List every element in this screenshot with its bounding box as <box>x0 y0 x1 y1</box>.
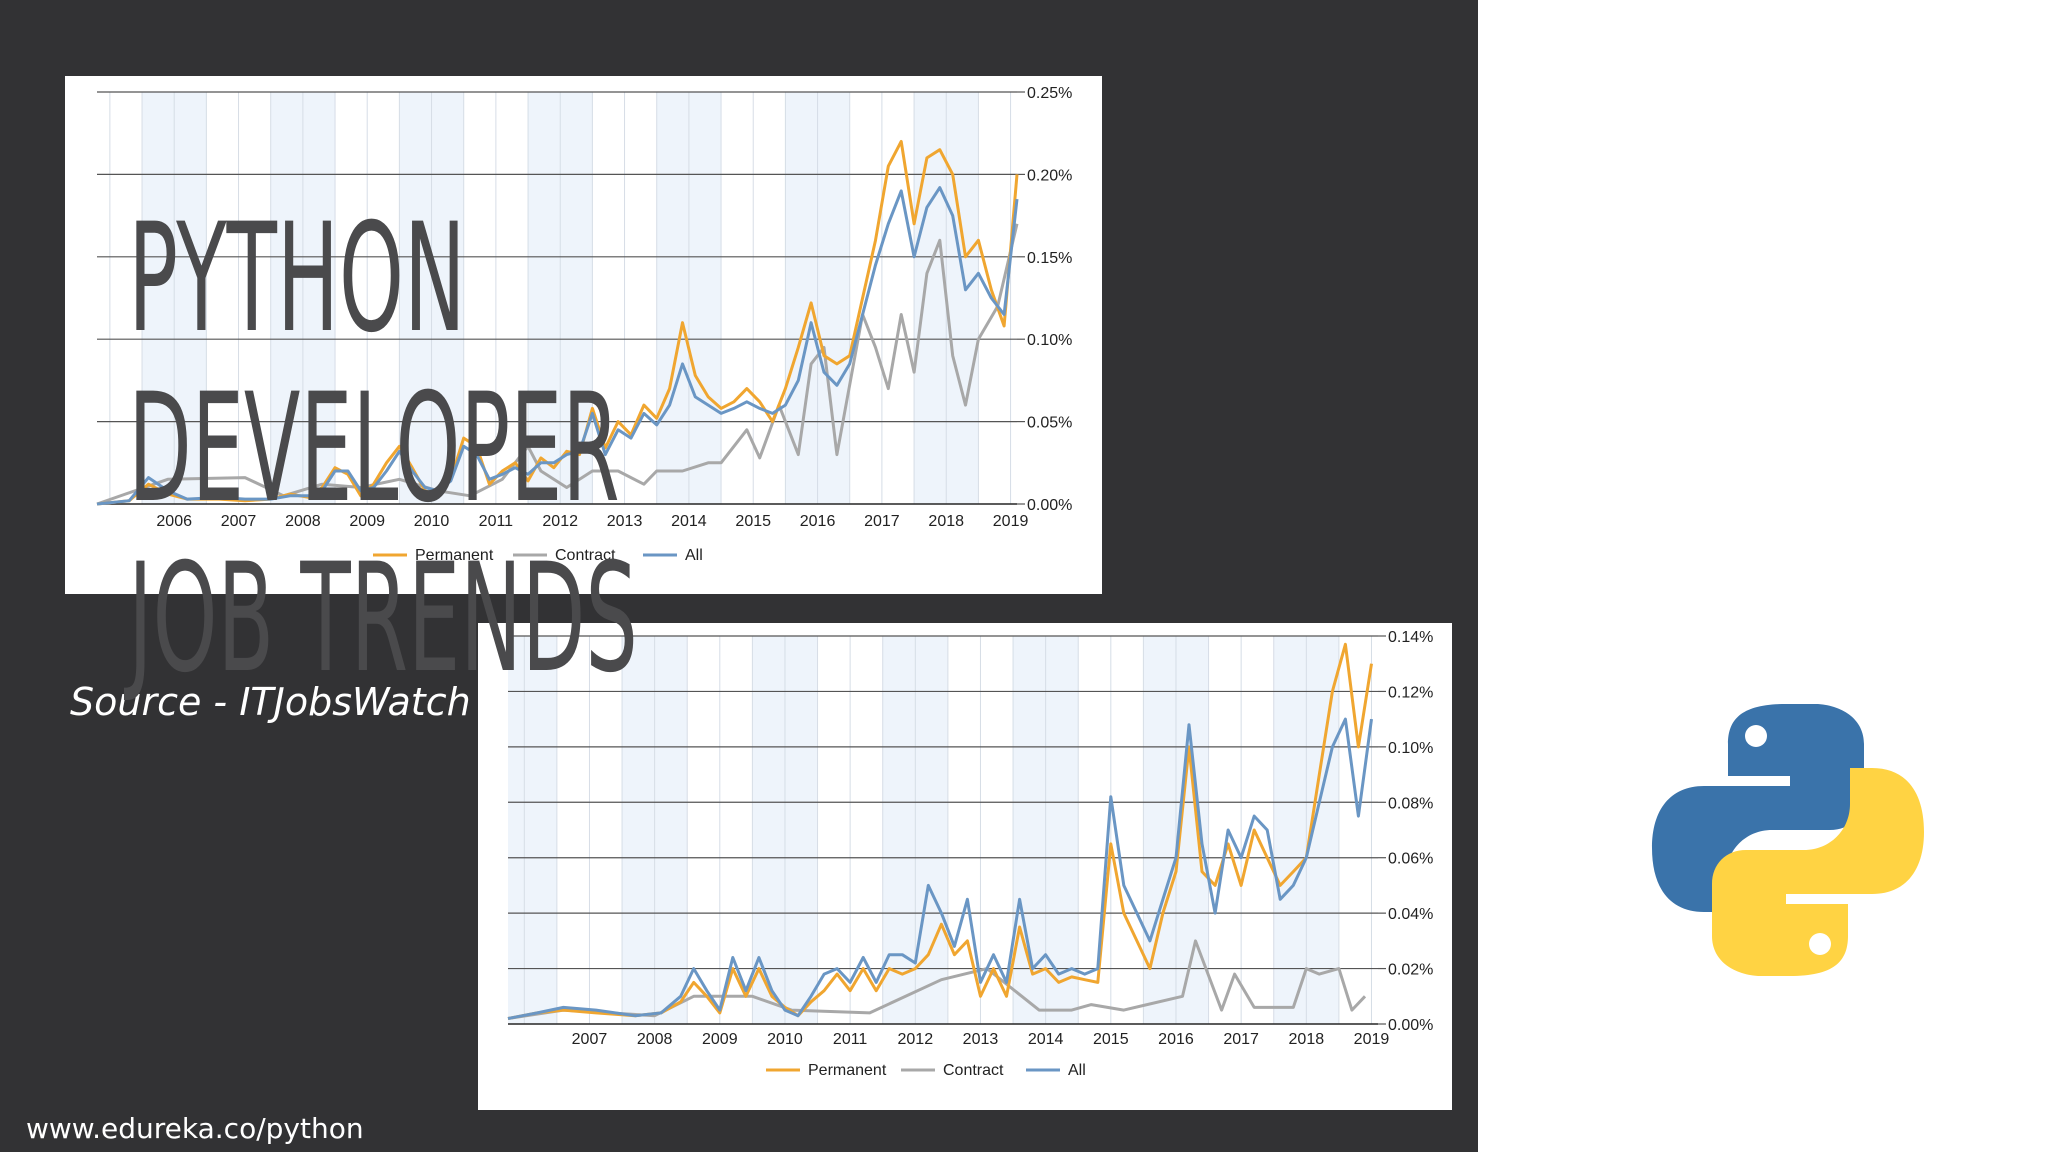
x-tick-label: 2013 <box>607 513 643 530</box>
legend-label-all: All <box>1068 1062 1086 1079</box>
x-tick-label: 2009 <box>349 513 385 530</box>
title-line-job-trends: JOB TRENDS <box>128 532 638 706</box>
grid-group <box>97 91 1025 505</box>
x-tick-label: 2016 <box>800 513 836 530</box>
source-label: Source - ITJobsWatch <box>70 680 471 724</box>
x-tick-label: 2008 <box>285 513 321 530</box>
x-tick-label: 2013 <box>963 1031 999 1048</box>
x-tick-label: 2019 <box>993 513 1029 530</box>
x-tick-label: 2017 <box>864 513 900 530</box>
x-tick-label: 2015 <box>735 513 771 530</box>
python-logo-icon <box>1652 704 1924 976</box>
y-tick-label: 0.04% <box>1388 906 1433 923</box>
y-tick-label: 0.12% <box>1388 684 1433 701</box>
x-tick-label: 2011 <box>479 513 514 530</box>
title-line-python: PYTHON <box>128 192 466 366</box>
site-url[interactable]: www.edureka.co/python <box>26 1112 364 1145</box>
year-band <box>508 636 557 1024</box>
y-tick-label: 0.08% <box>1388 795 1433 812</box>
x-tick-label: 2009 <box>702 1031 738 1048</box>
chart-svg-2: 0.00% 0.02% 0.04% 0.06% 0.08% 0.10% 0.12% 0.14%… <box>507 629 1433 1079</box>
x-tick-label: 2016 <box>1158 1031 1194 1048</box>
legend-label-all: All <box>685 547 703 564</box>
series-line-permanent <box>96 139 1019 506</box>
x-tick-label: 2015 <box>1093 1031 1129 1048</box>
x-tick-label: 2010 <box>414 513 450 530</box>
chart-permanent-contract-all-2: 0.00% 0.02% 0.04% 0.06% 0.08% 0.10% 0.12% 0.14%… <box>478 623 1452 1110</box>
x-tick-label: 2018 <box>1289 1031 1325 1048</box>
chart-svg-1: 0.00% 0.05% 0.10% 0.15% 0.20% 0.25% 2006 2007 20… <box>96 85 1072 564</box>
x-tick-label: 2011 <box>833 1031 868 1048</box>
chart-permanent-contract-all-1: 0.00% 0.05% 0.10% 0.15% 0.20% 0.25% 2006 2007 20… <box>65 76 1102 594</box>
x-tick-label: 2012 <box>542 513 578 530</box>
series-line-contract <box>507 939 1367 1020</box>
series-line-all <box>96 186 1019 506</box>
legend-label-permanent: Permanent <box>808 1062 887 1079</box>
y-tick-label: 0.02% <box>1388 962 1433 979</box>
y-tick-label: 0.10% <box>1027 332 1072 349</box>
y-tick-label: 0.15% <box>1027 250 1072 267</box>
x-tick-label: 2006 <box>156 513 192 530</box>
x-tick-label: 2008 <box>637 1031 673 1048</box>
series-line-permanent <box>507 642 1373 1020</box>
y-tick-label: 0.00% <box>1027 497 1072 514</box>
x-tick-label: 2014 <box>671 513 707 530</box>
legend-label-permanent: Permanent <box>415 547 494 564</box>
legend-label-contract: Contract <box>555 547 616 564</box>
y-tick-label: 0.00% <box>1388 1017 1433 1034</box>
x-tick-label: 2014 <box>1028 1031 1064 1048</box>
x-tick-label: 2007 <box>572 1031 608 1048</box>
x-tick-label: 2010 <box>767 1031 803 1048</box>
series-line-all <box>507 717 1373 1020</box>
x-tick-label: 2007 <box>221 513 257 530</box>
y-tick-label: 0.25% <box>1027 85 1072 102</box>
grid-group <box>508 635 1386 1025</box>
legend-label-contract: Contract <box>943 1062 1004 1079</box>
y-tick-label: 0.10% <box>1388 740 1433 757</box>
x-tick-label: 2017 <box>1223 1031 1259 1048</box>
series-line-contract <box>96 223 1019 506</box>
x-tick-label: 2018 <box>928 513 964 530</box>
y-tick-label: 0.06% <box>1388 851 1433 868</box>
title-line-developer: DEVELOPER <box>128 362 620 536</box>
y-tick-label: 0.20% <box>1027 167 1072 184</box>
x-tick-label: 2012 <box>898 1031 934 1048</box>
y-tick-label: 0.05% <box>1027 415 1072 432</box>
y-tick-label: 0.14% <box>1388 629 1433 646</box>
x-tick-label: 2019 <box>1354 1031 1390 1048</box>
